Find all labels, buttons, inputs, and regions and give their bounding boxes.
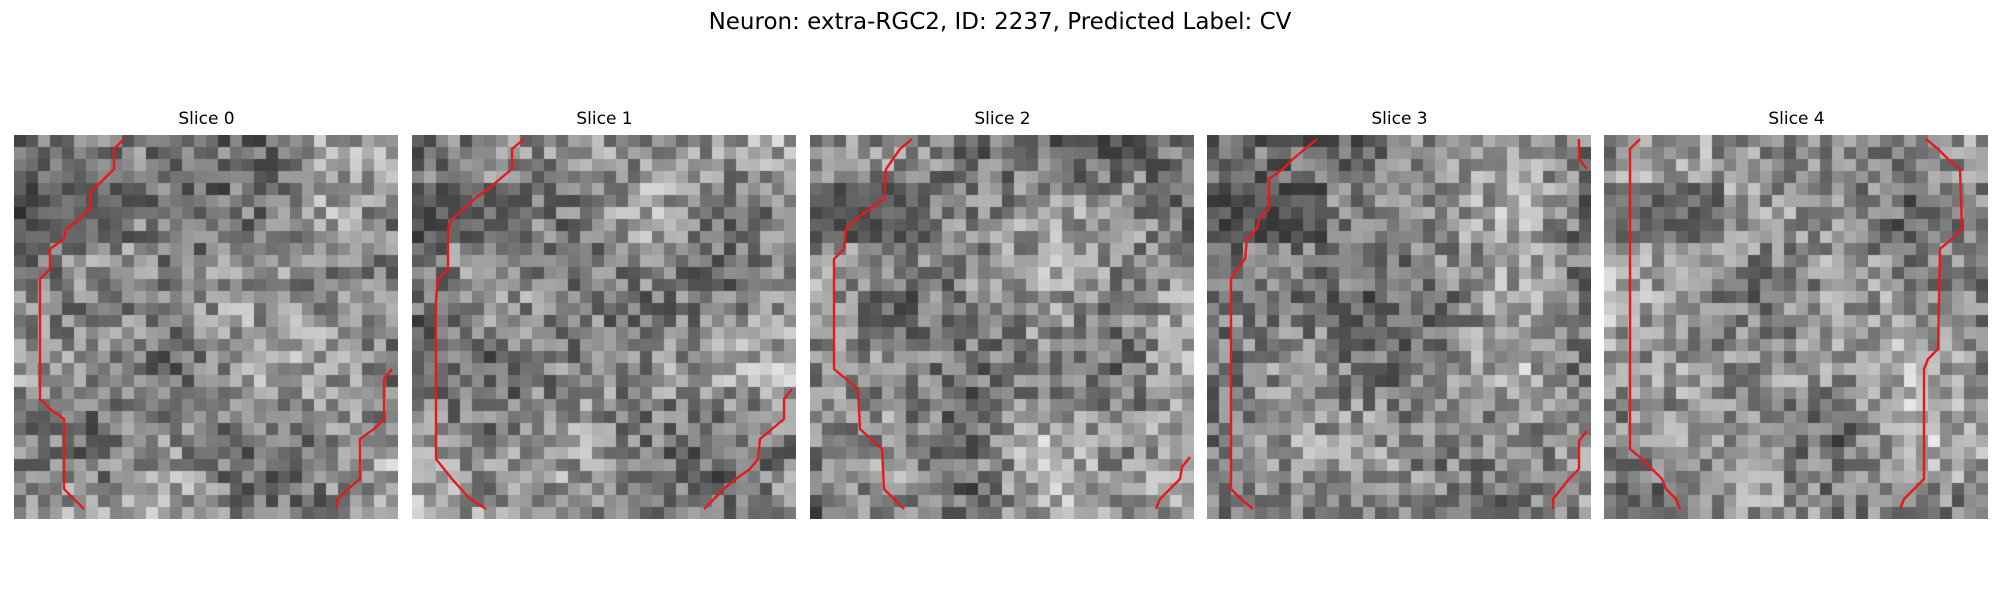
roi-contour-overlay <box>38 138 393 510</box>
roi-contour-overlay <box>832 138 1191 510</box>
slice-panel-4: Slice 4 <box>1604 108 1989 519</box>
slice-panel-1: Slice 1 <box>412 108 797 519</box>
grayscale-slice <box>810 135 1194 519</box>
slice-panel-3: Slice 3 <box>1207 108 1592 519</box>
microscopy-image <box>14 135 398 519</box>
roi-contour-right <box>334 368 393 510</box>
roi-contour-right <box>1154 456 1191 510</box>
roi-contour-right <box>703 388 793 510</box>
roi-contour-left <box>1628 138 1682 510</box>
microscopy-image <box>412 135 796 519</box>
grayscale-slice <box>1207 135 1591 519</box>
slice-panel-2: Slice 2 <box>810 108 1195 519</box>
slice-title: Slice 0 <box>178 109 235 129</box>
slice-title: Slice 1 <box>576 109 633 129</box>
microscopy-image <box>1604 135 1988 519</box>
roi-contour-left <box>38 138 125 510</box>
microscopy-image <box>1207 135 1591 519</box>
slice-title: Slice 2 <box>974 109 1031 129</box>
roi-contour-left <box>1229 138 1318 510</box>
roi-contour-left <box>832 138 913 510</box>
roi-contour-right <box>1577 139 1588 170</box>
roi-contour-right <box>1898 138 1964 510</box>
slice-panel-0: Slice 0 <box>14 108 399 519</box>
slice-title: Slice 4 <box>1768 109 1825 129</box>
roi-contour-overlay <box>1229 138 1588 510</box>
roi-contour-left <box>434 138 525 511</box>
roi-contour-overlay <box>434 138 793 511</box>
microscopy-image <box>810 135 1194 519</box>
figure-title: Neuron: extra-RGC2, ID: 2237, Predicted … <box>708 9 1292 35</box>
roi-contour-right-lower <box>1551 430 1588 509</box>
slice-title: Slice 3 <box>1371 109 1428 129</box>
grayscale-slice <box>14 135 398 519</box>
roi-contour-overlay <box>1628 138 1964 510</box>
